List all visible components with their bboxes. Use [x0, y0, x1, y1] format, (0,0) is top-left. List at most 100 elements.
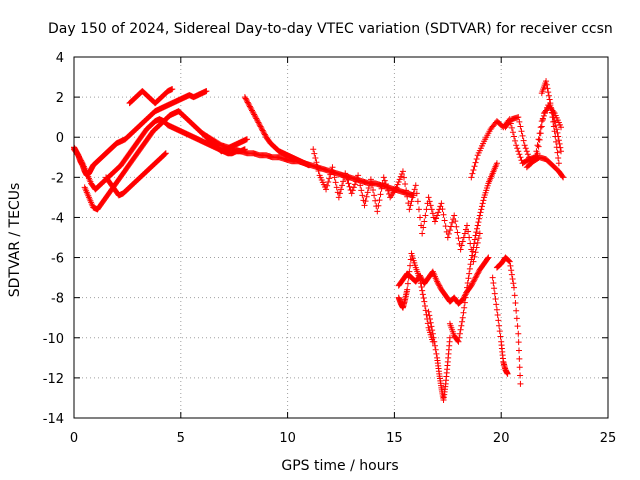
- data-point: [325, 179, 332, 186]
- data-point: [246, 103, 253, 110]
- series-17: [523, 154, 567, 181]
- data-point: [551, 118, 558, 125]
- data-point: [396, 176, 403, 183]
- data-point: [451, 212, 458, 219]
- data-point: [431, 342, 438, 349]
- data-point: [454, 337, 461, 344]
- data-point: [241, 94, 248, 101]
- data-point: [461, 304, 468, 311]
- data-point: [546, 96, 553, 103]
- data-point: [543, 81, 550, 88]
- series-13: [489, 274, 511, 377]
- data-point: [356, 177, 363, 184]
- series-1: [71, 116, 248, 193]
- data-point: [78, 157, 85, 164]
- data-point: [422, 212, 429, 219]
- data-point: [512, 137, 519, 144]
- data-point: [492, 296, 499, 303]
- data-point: [465, 275, 472, 282]
- data-point: [475, 219, 482, 226]
- data-point: [441, 217, 448, 224]
- data-point: [476, 212, 483, 219]
- data-point: [420, 224, 427, 231]
- data-point: [358, 187, 365, 194]
- data-point: [517, 372, 524, 379]
- data-point: [548, 104, 555, 111]
- data-point: [459, 238, 466, 245]
- data-point: [378, 185, 385, 192]
- data-point: [372, 197, 379, 204]
- data-point: [365, 185, 372, 192]
- data-point: [458, 322, 465, 329]
- data-point: [404, 286, 411, 293]
- data-point: [371, 192, 378, 199]
- x-tick-label: 15: [386, 431, 403, 446]
- data-point: [472, 232, 479, 239]
- x-axis-label: GPS time / hours: [281, 458, 398, 474]
- data-point: [444, 234, 451, 241]
- data-point: [551, 128, 558, 135]
- data-point: [518, 128, 525, 135]
- data-point: [545, 92, 552, 99]
- series-3: [103, 150, 169, 199]
- data-point: [362, 198, 369, 205]
- plot-frame: [73, 56, 609, 419]
- data-point: [361, 202, 368, 209]
- data-point: [457, 246, 464, 253]
- data-point: [435, 209, 442, 216]
- data-point: [355, 172, 362, 179]
- data-point: [429, 327, 436, 334]
- data-point: [331, 174, 338, 181]
- data-point: [470, 244, 477, 251]
- data-point: [426, 312, 433, 319]
- data-point: [485, 254, 492, 261]
- data-point: [429, 210, 436, 217]
- data-point: [471, 275, 478, 282]
- data-point: [376, 197, 383, 204]
- data-point: [423, 311, 430, 318]
- data-point: [524, 151, 531, 158]
- data-point: [555, 154, 562, 161]
- data-point: [393, 184, 400, 191]
- data-point: [475, 269, 482, 276]
- data-point: [515, 114, 522, 121]
- data-point: [511, 284, 518, 291]
- data-point: [434, 278, 441, 285]
- data-point: [311, 150, 318, 157]
- data-point: [417, 280, 424, 287]
- data-point: [254, 118, 261, 125]
- data-point: [508, 124, 515, 131]
- data-point: [412, 182, 419, 189]
- data-point: [436, 283, 443, 290]
- data-point: [162, 150, 169, 157]
- data-point: [397, 173, 404, 180]
- data-point: [349, 187, 356, 194]
- data-point: [514, 145, 521, 152]
- data-point: [253, 115, 260, 122]
- data-point: [427, 319, 434, 326]
- data-point: [338, 186, 344, 193]
- data-point: [342, 170, 349, 177]
- data-point: [377, 191, 384, 198]
- data-point: [555, 160, 562, 167]
- data-point: [203, 88, 210, 95]
- data-point: [468, 256, 475, 263]
- y-axis-ticks: 4 2 0 -2 -4 -6 -8 -10 -12 -14: [43, 51, 608, 427]
- data-point: [511, 292, 518, 299]
- data-point: [478, 203, 485, 210]
- y-axis-label: SDTVAR / TECUs: [7, 183, 23, 298]
- data-point: [402, 181, 409, 188]
- data-point: [461, 230, 468, 237]
- data-point: [549, 114, 556, 121]
- series-14: [468, 102, 565, 181]
- y-tick-label: 2: [56, 91, 64, 106]
- data-point: [464, 222, 471, 229]
- data-point: [261, 131, 268, 138]
- data-point: [258, 126, 265, 133]
- data-point: [344, 177, 351, 184]
- series-8: [395, 254, 492, 307]
- data-point: [260, 128, 267, 135]
- data-point: [467, 261, 474, 268]
- data-point: [505, 257, 512, 264]
- data-point: [420, 295, 427, 302]
